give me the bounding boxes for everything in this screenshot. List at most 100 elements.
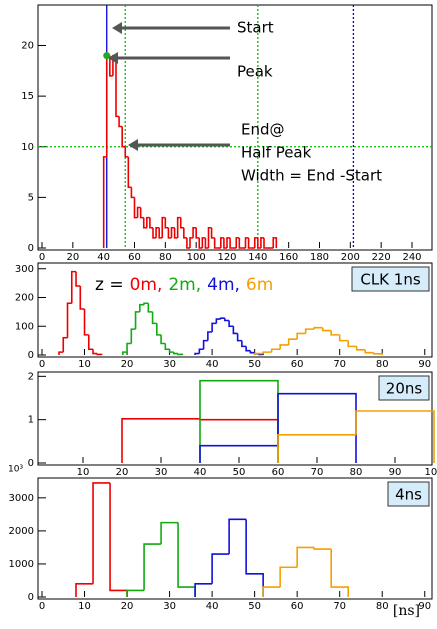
histogram-bin bbox=[126, 589, 145, 597]
histogram-bin bbox=[176, 216, 181, 238]
histogram-bin bbox=[224, 318, 230, 322]
histogram-bin bbox=[260, 237, 264, 248]
x-tick-label: 200 bbox=[341, 252, 360, 263]
histogram-bin bbox=[168, 349, 174, 353]
histogram-bin bbox=[151, 311, 157, 325]
histogram-bin bbox=[96, 353, 103, 356]
label-box bbox=[351, 266, 430, 292]
histogram-bin bbox=[177, 353, 184, 356]
histogram-bin bbox=[235, 237, 240, 248]
histogram-bin bbox=[198, 237, 203, 249]
x-tick-label: 30 bbox=[163, 601, 176, 612]
axis-multiplier: 10³ bbox=[8, 465, 23, 475]
arrow-head bbox=[112, 22, 122, 34]
histogram-bin bbox=[210, 227, 215, 239]
x-tick-label: 10 bbox=[78, 359, 91, 370]
histogram-bin bbox=[228, 518, 247, 555]
histogram-bin bbox=[215, 318, 221, 324]
frame bbox=[37, 4, 433, 251]
x-tick-label: 120 bbox=[217, 252, 236, 263]
histogram-bin bbox=[207, 226, 212, 248]
histogram-bin bbox=[313, 326, 323, 330]
histogram-bin bbox=[238, 237, 243, 249]
x-tick-label: 160 bbox=[279, 252, 298, 263]
histogram-bin bbox=[296, 332, 306, 340]
histogram-bin bbox=[236, 333, 242, 342]
histogram-bin bbox=[158, 227, 163, 239]
histogram-bin bbox=[355, 346, 366, 351]
histogram-bin bbox=[279, 566, 298, 588]
histogram-bin bbox=[262, 351, 272, 354]
histogram-bin bbox=[198, 348, 204, 354]
y-tick-label: 300 bbox=[15, 264, 34, 275]
histogram-bin bbox=[58, 351, 64, 355]
histogram-bin bbox=[189, 237, 194, 248]
histogram-bin bbox=[279, 344, 289, 350]
x-tick-label: 30 bbox=[155, 467, 168, 478]
histogram-bin bbox=[241, 340, 247, 348]
x-tick-label: 50 bbox=[248, 359, 261, 370]
x-tick-label: 80 bbox=[376, 601, 389, 612]
x-tick-label: 10 bbox=[78, 601, 91, 612]
histogram-bin bbox=[219, 317, 225, 320]
histogram-bin bbox=[330, 330, 340, 336]
histogram-bin bbox=[338, 334, 349, 342]
histogram-bin bbox=[75, 582, 94, 597]
histogram-bin bbox=[228, 320, 234, 328]
histogram-bin bbox=[142, 217, 147, 229]
histogram-bin bbox=[109, 482, 128, 597]
histogram-bin bbox=[211, 553, 230, 584]
histogram-bin bbox=[160, 521, 179, 545]
x-tick-label: 40 bbox=[206, 601, 219, 612]
panel-label: CLK 1ns bbox=[360, 271, 420, 289]
legend-entry: 2m, bbox=[168, 275, 201, 295]
histogram-bin bbox=[232, 326, 238, 335]
histogram-bin bbox=[139, 303, 145, 312]
histogram-bin bbox=[160, 334, 166, 345]
annotation: Half Peak bbox=[241, 144, 312, 162]
histogram-bin bbox=[161, 216, 166, 238]
histogram-bin bbox=[199, 379, 279, 463]
histogram-bin bbox=[92, 349, 98, 355]
histogram-bin bbox=[109, 55, 113, 77]
x-tick-label: 80 bbox=[159, 252, 172, 263]
y-tick-label: 100 bbox=[15, 321, 34, 332]
histogram-bin bbox=[183, 227, 187, 239]
x-tick-label: 70 bbox=[333, 601, 346, 612]
y-tick-label: 20 bbox=[21, 41, 34, 52]
histogram-bin bbox=[167, 227, 172, 239]
histogram-bin bbox=[262, 586, 281, 597]
histogram-bin bbox=[75, 271, 81, 287]
y-tick-label: 2 bbox=[28, 371, 34, 382]
frame bbox=[37, 477, 433, 600]
histogram-bin bbox=[257, 237, 261, 249]
histogram-bin bbox=[277, 392, 357, 463]
x-tick-label: 10 bbox=[77, 467, 90, 478]
histogram-bin bbox=[136, 206, 141, 218]
x-tick-label: 180 bbox=[310, 252, 329, 263]
histogram-bin bbox=[130, 328, 136, 344]
x-tick-label: 220 bbox=[372, 252, 391, 263]
histogram-bin bbox=[194, 582, 213, 597]
y-tick-label: 0 bbox=[28, 243, 34, 254]
histogram-bin bbox=[118, 116, 123, 128]
histogram-bin bbox=[121, 126, 126, 148]
histogram-bin bbox=[149, 217, 153, 229]
histogram-bin bbox=[164, 343, 170, 351]
arrow-head bbox=[108, 52, 118, 64]
panel-label: 20ns bbox=[386, 380, 423, 398]
x-tick-label: 90 bbox=[389, 467, 402, 478]
histogram-bin bbox=[213, 237, 218, 249]
x-tick-label: 40 bbox=[206, 359, 219, 370]
histogram-bin bbox=[313, 547, 332, 550]
x-tick-label: 0 bbox=[39, 601, 45, 612]
x-tick-label: 40 bbox=[194, 467, 207, 478]
histogram-bin bbox=[321, 327, 332, 332]
x-tick-label: 60 bbox=[272, 467, 285, 478]
histogram-bin bbox=[62, 336, 68, 353]
x-tick-label: 80 bbox=[350, 467, 363, 478]
x-tick-label: 20 bbox=[116, 467, 129, 478]
y-tick-label: 3000 bbox=[9, 493, 34, 504]
histogram-bin bbox=[66, 302, 72, 338]
